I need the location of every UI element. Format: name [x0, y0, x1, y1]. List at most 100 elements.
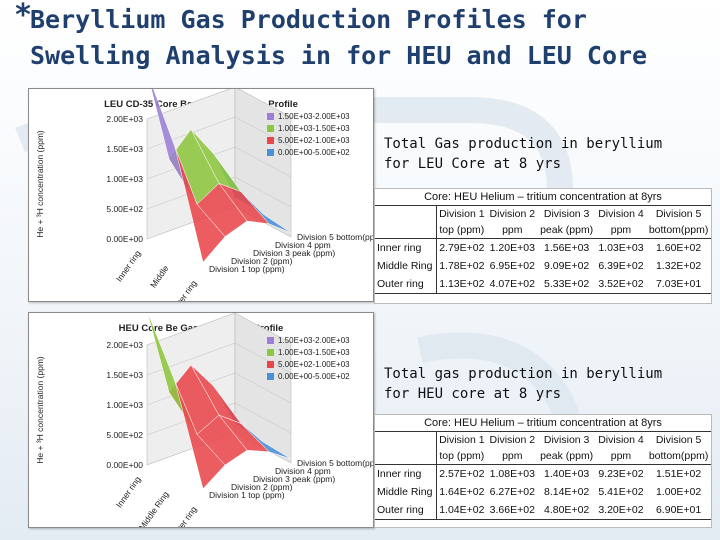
- leu-gas-profile-chart: LEU CD-35 Core Be Gas Production Profile…: [28, 88, 374, 302]
- table-header-cell: peak (ppm): [537, 222, 596, 239]
- leu-concentration-table: Core: HEU Helium – tritium concentration…: [374, 188, 712, 304]
- table-header-cell: Division 2: [487, 205, 538, 222]
- leu-caption-line-1: Total Gas production in beryllium: [384, 136, 663, 152]
- leu-table-caption: Core: HEU Helium – tritium concentration…: [424, 191, 662, 203]
- table-cell: 5.33E+02: [537, 275, 596, 294]
- table-cell: 4.80E+02: [537, 501, 596, 520]
- table-cell: 6.95E+02: [489, 260, 535, 272]
- table-cell: 1.00E+02: [655, 486, 702, 498]
- table-row: Inner ring 2.57E+02 1.08E+03 1.40E+03 9.…: [375, 464, 711, 483]
- row-label: Inner ring: [377, 242, 422, 254]
- table-header-cell: [375, 431, 437, 448]
- legend-label: 5.00E+02-1.00E+03: [278, 136, 350, 145]
- table-cell: 6.90E+01: [646, 501, 711, 520]
- title-line-2: Swelling Analysis in for HEU and LEU Cor…: [30, 41, 648, 70]
- table-cell: 2.79E+02: [435, 238, 488, 257]
- table-header-cell: [375, 222, 437, 239]
- row-label: Middle Ring: [377, 486, 433, 498]
- table-cell: 9.09E+02: [544, 260, 590, 272]
- title-text: Beryllium Gas Production Profiles for Sw…: [30, 2, 720, 74]
- z-tick-label: 1.50E+03: [106, 144, 143, 154]
- division-axis-label: Division 5 bottom(ppm): [297, 232, 373, 242]
- z-tick-label: 5.00E+02: [106, 430, 143, 440]
- division-axis-label: Division 2 (ppm): [231, 256, 293, 266]
- table-cell: 6.39E+02: [598, 260, 644, 272]
- leu-table-grid: Division 1 Division 2 Division 3 Divisio…: [375, 205, 711, 294]
- division-axis-label: Division 4 ppm: [275, 466, 331, 476]
- legend-swatch: [267, 349, 274, 356]
- z-tick-label: 1.50E+03: [106, 370, 143, 380]
- table-header-cell: Division 3: [537, 431, 596, 448]
- table-cell: 1.08E+03: [489, 468, 535, 480]
- legend-swatch: [267, 373, 274, 380]
- table-header-cell: Division 5: [646, 205, 711, 222]
- title-line-1: Beryllium Gas Production Profiles for: [30, 5, 587, 34]
- row-label: Outer ring: [375, 275, 437, 294]
- table-cell: 1.40E+03: [544, 468, 590, 480]
- leu-caption-line-2: for LEU Core at 8 yrs: [384, 156, 562, 172]
- table-row: Middle Ring 1.64E+02 6.27E+02 8.14E+02 5…: [375, 483, 711, 501]
- table-header-cell: Division 4: [595, 431, 647, 448]
- division-axis-label: Division 4 ppm: [275, 240, 331, 250]
- table-header-cell: Division 2: [487, 431, 538, 448]
- table-header-cell: bottom(ppm): [646, 222, 711, 239]
- heu-concentration-table: Core: HEU Helium – tritium concentration…: [374, 414, 712, 528]
- table-cell: 5.41E+02: [598, 486, 644, 498]
- z-tick-label: 2.00E+03: [106, 340, 143, 350]
- table-header-cell: top (ppm): [435, 222, 488, 239]
- table-header-cell: top (ppm): [435, 448, 488, 465]
- table-header-cell: ppm: [595, 448, 647, 465]
- table-row: Outer ring 1.13E+02 4.07E+02 5.33E+02 3.…: [375, 275, 711, 294]
- heu-table-caption: Core: HEU Helium – tritium concentration…: [424, 417, 662, 429]
- table-row: Inner ring 2.79E+02 1.20E+03 1.56E+03 1.…: [375, 238, 711, 257]
- title-bullet: *: [14, 0, 33, 33]
- table-cell: 1.51E+02: [655, 468, 702, 480]
- division-axis-label: Division 1 top (ppm): [209, 264, 285, 274]
- ring-axis-label: Middle: [148, 263, 171, 289]
- legend-swatch: [267, 125, 274, 132]
- legend-swatch: [267, 137, 274, 144]
- division-axis-label: Division 1 top (ppm): [209, 490, 285, 500]
- legend-label: 5.00E+02-1.00E+03: [278, 360, 350, 369]
- heu-caption: Total gas production in beryllium for HE…: [384, 364, 662, 404]
- division-axis-label: Division 5 bottom(ppm): [297, 458, 373, 468]
- legend-swatch: [267, 337, 274, 344]
- table-header-cell: ppm: [595, 222, 647, 239]
- division-axis-label: Division 3 peak (ppm): [253, 474, 335, 484]
- z-axis-label: He + ³H concentration (ppm): [35, 356, 45, 464]
- legend-label: 1.50E+03-2.00E+03: [278, 112, 350, 121]
- table-header-cell: Division 1: [435, 205, 488, 222]
- table-header-cell: [375, 448, 437, 465]
- gridline: [146, 89, 292, 120]
- table-row: Outer ring 1.04E+02 3.66E+02 4.80E+02 3.…: [375, 501, 711, 520]
- table-cell: 7.03E+01: [646, 275, 711, 294]
- table-cell: 1.78E+02: [435, 257, 488, 275]
- table-cell: 1.03E+03: [598, 242, 644, 254]
- table-cell: 8.14E+02: [544, 486, 590, 498]
- gridline: [146, 176, 292, 210]
- table-cell: 1.64E+02: [435, 483, 488, 501]
- z-tick-label: 0.00E+00: [106, 460, 143, 470]
- table-header-cell: ppm: [487, 448, 538, 465]
- table-cell: 3.66E+02: [487, 501, 538, 520]
- gridline: [146, 313, 292, 346]
- table-cell: 1.13E+02: [435, 275, 488, 294]
- heu-chart-svg: HEU Core Be Gas Production Profile0.00E+…: [35, 313, 373, 527]
- table-header-cell: peak (ppm): [537, 448, 596, 465]
- ring-axis-label: Middle Ring: [137, 489, 171, 527]
- table-cell: 3.20E+02: [595, 501, 647, 520]
- table-cell: 2.57E+02: [435, 464, 488, 483]
- z-tick-label: 2.00E+03: [106, 114, 143, 124]
- ring-axis-label: Outer ring: [169, 278, 199, 301]
- gridline: [146, 402, 292, 436]
- heu-table-grid: Division 1 Division 2 Division 3 Divisio…: [375, 431, 711, 520]
- heu-caption-line-1: Total gas production in beryllium: [384, 366, 663, 382]
- table-header-cell: Division 4: [595, 205, 647, 222]
- row-label: Middle Ring: [377, 260, 433, 272]
- table-row: Middle Ring 1.78E+02 6.95E+02 9.09E+02 6…: [375, 257, 711, 275]
- table-header-cell: ppm: [487, 222, 538, 239]
- table-cell: 1.04E+02: [435, 501, 488, 520]
- row-label: Outer ring: [375, 501, 437, 520]
- legend-label: 1.00E+03-1.50E+03: [278, 124, 350, 133]
- ring-axis-label: Outer ring: [169, 504, 199, 527]
